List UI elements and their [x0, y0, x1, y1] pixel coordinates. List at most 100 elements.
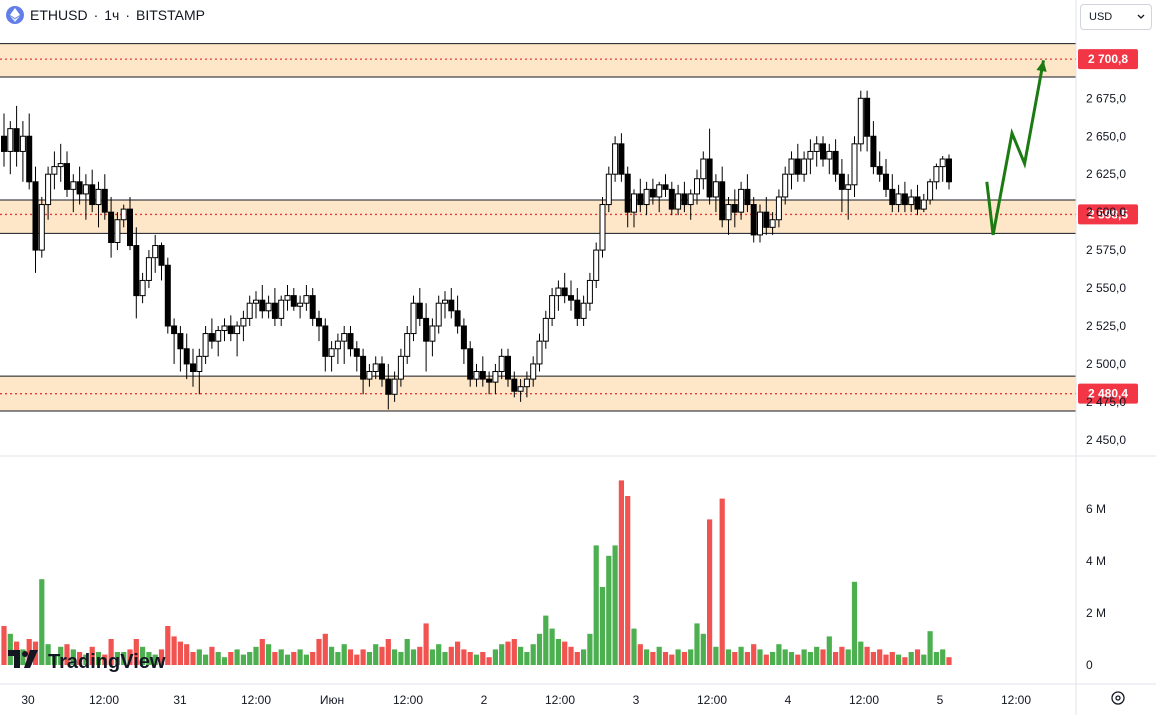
volume-bar-107 — [675, 649, 681, 665]
volume-bar-112 — [707, 519, 713, 665]
time-tick-11: 12:00 — [849, 693, 879, 707]
candle-body-80 — [505, 355, 511, 380]
volume-tick-1: 2 M — [1086, 606, 1106, 620]
candle-body-116 — [731, 204, 738, 213]
volume-bar-65 — [410, 649, 417, 665]
price-tick-4: 2 550,0 — [1086, 281, 1126, 295]
price-tick-8: 2 650,0 — [1086, 129, 1126, 143]
time-tick-1: 12:00 — [89, 693, 119, 707]
volume-bar-80 — [505, 641, 511, 665]
level-tag-label-0: 2 700,8 — [1088, 52, 1128, 66]
volume-bar-117 — [738, 646, 744, 665]
candle-body-121 — [763, 211, 770, 228]
candle-body-55 — [347, 333, 354, 350]
candle-body-68 — [429, 325, 436, 342]
forecast-arrow — [985, 60, 1045, 236]
candle-body-47 — [297, 302, 304, 307]
volume-bar-1 — [7, 633, 13, 665]
volume-bar-96 — [606, 555, 612, 665]
candle-body-136 — [857, 97, 864, 145]
exchange-label: BITSTAMP — [136, 7, 205, 23]
candle-body-39 — [246, 302, 253, 319]
candle-body-42 — [265, 302, 272, 312]
candle-body-112 — [706, 158, 713, 198]
time-tick-10: 4 — [785, 693, 792, 707]
volume-bar-38 — [240, 654, 246, 665]
volume-bar-102 — [644, 649, 650, 665]
candle-body-141 — [889, 188, 896, 206]
currency-select[interactable]: USD — [1080, 4, 1152, 30]
settings-icon[interactable] — [1110, 690, 1126, 706]
candle-body-129 — [813, 143, 820, 152]
volume-bar-68 — [429, 649, 435, 665]
symbol-label[interactable]: ETHUSD — [30, 7, 88, 23]
candle-body-114 — [719, 181, 726, 221]
volume-bar-115 — [725, 649, 732, 665]
candle-body-69 — [435, 302, 442, 327]
candle-body-127 — [801, 158, 808, 175]
volume-bar-133 — [839, 646, 845, 665]
time-tick-3: 12:00 — [241, 693, 271, 707]
volume-bar-17 — [108, 639, 114, 665]
volume-bar-123 — [776, 644, 782, 665]
volume-bar-86 — [543, 615, 549, 665]
tradingview-logo[interactable]: TradingView — [8, 650, 165, 674]
candle-body-119 — [750, 204, 757, 236]
candle-body-50 — [316, 317, 322, 327]
candle-body-83 — [523, 378, 530, 388]
volume-bar-138 — [870, 652, 876, 665]
candle-body-132 — [832, 150, 839, 175]
candle-body-85 — [536, 340, 543, 365]
volume-tick-2: 4 M — [1086, 554, 1106, 568]
candle-body-18 — [114, 219, 121, 244]
candle-body-120 — [757, 211, 763, 236]
volume-bar-95 — [599, 587, 606, 665]
volume-bar-4 — [26, 639, 32, 665]
volume-bar-27 — [171, 636, 177, 665]
candle-body-107 — [675, 193, 682, 210]
candle-body-94 — [593, 249, 600, 281]
candle-body-125 — [788, 158, 795, 175]
candle-body-142 — [895, 193, 902, 206]
candle-body-99 — [624, 173, 631, 213]
volume-bar-66 — [417, 646, 423, 665]
candle-body-140 — [883, 173, 889, 190]
volume-bar-8 — [51, 654, 57, 665]
candle-body-17 — [108, 211, 115, 243]
volume-bar-74 — [467, 652, 473, 665]
time-tick-2: 31 — [173, 693, 187, 707]
candle-body-24 — [152, 245, 159, 259]
volume-bar-45 — [284, 654, 291, 665]
volume-bar-16 — [102, 654, 108, 665]
volume-bar-64 — [404, 639, 410, 665]
volume-bar-14 — [89, 646, 95, 665]
volume-bar-105 — [662, 652, 669, 665]
volume-bar-150 — [946, 657, 952, 665]
volume-bar-137 — [864, 646, 870, 665]
volume-bar-67 — [423, 623, 429, 665]
volume-bar-78 — [492, 649, 498, 665]
volume-bar-19 — [121, 652, 127, 665]
volume-bar-144 — [908, 652, 914, 665]
volume-bar-33 — [209, 646, 215, 665]
zone-0 — [0, 43, 1076, 78]
volume-bar-121 — [763, 654, 769, 665]
candle-body-150 — [946, 158, 952, 183]
time-tick-4: Июн — [320, 693, 344, 707]
candle-body-52 — [328, 348, 335, 357]
candle-body-130 — [820, 143, 826, 160]
volume-tick-0: 0 — [1086, 658, 1093, 672]
candle-body-117 — [738, 188, 745, 213]
candle-body-148 — [933, 166, 940, 183]
volume-bar-73 — [461, 649, 467, 665]
interval-label[interactable]: 1ч — [104, 7, 120, 23]
volume-bar-50 — [316, 639, 322, 665]
candle-body-57 — [360, 355, 367, 380]
volume-bar-75 — [473, 654, 480, 665]
volume-bar-149 — [940, 649, 946, 665]
candle-body-36 — [227, 325, 234, 335]
candle-body-76 — [479, 371, 486, 380]
candle-body-15 — [95, 188, 102, 206]
